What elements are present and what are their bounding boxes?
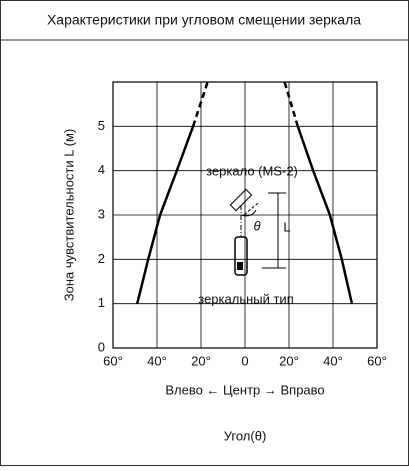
y-tick-label: 4 <box>98 162 105 177</box>
y-tick-label: 5 <box>98 118 105 133</box>
annotation: θ <box>253 218 260 233</box>
curve <box>283 81 299 127</box>
x-axis-label: Угол(θ) <box>224 428 267 443</box>
direction-label: Влево ← Центр → Вправо <box>165 382 324 397</box>
y-tick-label: 0 <box>98 339 105 354</box>
mirror-icon <box>229 188 253 212</box>
x-tick-label: 20° <box>279 353 299 368</box>
x-tick-label: 40° <box>147 353 167 368</box>
y-tick-label: 2 <box>98 251 105 266</box>
y-tick-label: 3 <box>98 206 105 221</box>
curve <box>191 81 209 127</box>
annotation: L <box>283 219 290 234</box>
sensor-icon <box>229 188 286 276</box>
curve <box>135 125 195 304</box>
sensor-window <box>237 262 243 270</box>
chart-title: Характеристики при угловом смещении зерк… <box>47 12 361 28</box>
angle-line <box>243 202 259 216</box>
x-tick-label: 60° <box>367 353 387 368</box>
x-tick-label: 40° <box>323 353 343 368</box>
curve <box>296 125 354 304</box>
annotation: зеркальный тип <box>198 291 294 306</box>
y-axis-label: Зона чувствительности L (м) <box>61 129 76 301</box>
y-tick-label: 1 <box>98 295 105 310</box>
x-tick-label: 20° <box>191 353 211 368</box>
x-tick-label: 0 <box>241 353 248 368</box>
x-tick-label: 60° <box>103 353 123 368</box>
